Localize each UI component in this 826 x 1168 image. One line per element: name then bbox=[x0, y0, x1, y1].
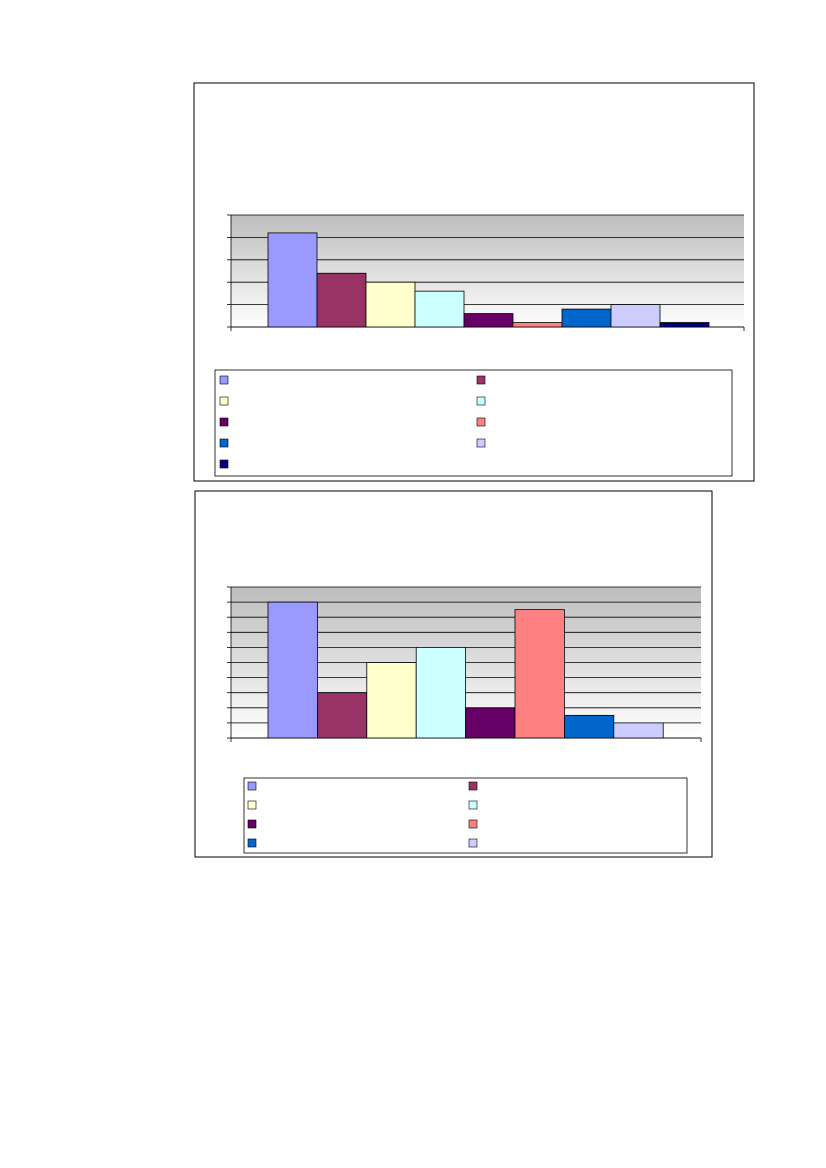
bar bbox=[512, 322, 563, 328]
legend-swatch bbox=[247, 838, 257, 848]
legend-box bbox=[214, 369, 733, 477]
bar bbox=[610, 304, 661, 328]
bar bbox=[415, 647, 467, 739]
legend-swatch bbox=[219, 375, 229, 385]
legend-swatch bbox=[219, 396, 229, 406]
bar bbox=[465, 707, 516, 739]
legend-swatch bbox=[476, 375, 486, 385]
legend-swatch bbox=[247, 781, 257, 791]
legend-swatch bbox=[247, 819, 257, 829]
legend-box bbox=[243, 777, 688, 854]
bar bbox=[267, 601, 318, 739]
bar bbox=[316, 692, 368, 739]
legend-swatch bbox=[468, 800, 478, 810]
legend-swatch bbox=[219, 417, 229, 427]
legend-swatch bbox=[468, 838, 478, 848]
bar bbox=[463, 313, 514, 328]
bar bbox=[316, 272, 367, 328]
bar bbox=[561, 308, 612, 328]
bar bbox=[613, 722, 664, 739]
legend-swatch bbox=[219, 459, 229, 469]
legend-swatch bbox=[247, 800, 257, 810]
bar bbox=[514, 609, 565, 739]
legend-swatch bbox=[476, 396, 486, 406]
bar bbox=[365, 281, 416, 328]
bar bbox=[659, 322, 710, 328]
bar bbox=[414, 290, 465, 328]
legend-swatch bbox=[468, 781, 478, 791]
bar bbox=[366, 662, 417, 739]
legend-swatch bbox=[476, 438, 486, 448]
legend-swatch bbox=[468, 819, 478, 829]
bar bbox=[564, 714, 615, 739]
bar bbox=[267, 232, 318, 328]
legend-swatch bbox=[219, 438, 229, 448]
legend-swatch bbox=[476, 417, 486, 427]
